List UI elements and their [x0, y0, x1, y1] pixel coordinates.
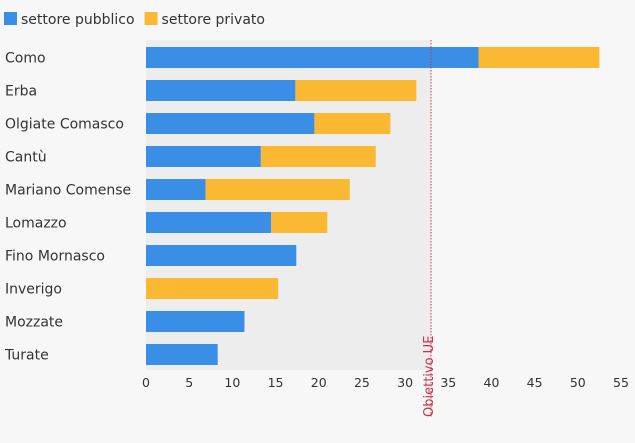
x-tick-label: 15	[268, 375, 284, 390]
category-label: Cantù	[5, 150, 47, 166]
bar-privato[interactable]	[314, 113, 391, 134]
x-tick-label: 5	[185, 375, 193, 390]
x-tick-label: 20	[311, 375, 327, 390]
bar-privato[interactable]	[271, 212, 328, 233]
bar-privato[interactable]	[205, 179, 350, 200]
target-line-label: Obiettivo UE	[422, 336, 437, 417]
legend-swatch-pubblico	[4, 12, 17, 25]
category-label: Lomazzo	[5, 216, 67, 232]
x-tick-label: 45	[527, 375, 543, 390]
bar-pubblico[interactable]	[146, 179, 206, 200]
bar-pubblico[interactable]	[146, 146, 261, 167]
bar-privato[interactable]	[260, 146, 376, 167]
legend-label-privato[interactable]: settore privato	[162, 12, 265, 28]
bar-pubblico[interactable]	[146, 245, 297, 266]
x-tick-label: 35	[440, 375, 456, 390]
category-label: Mariano Comense	[5, 183, 131, 199]
bar-pubblico[interactable]	[146, 80, 296, 101]
bar-privato[interactable]	[478, 47, 600, 68]
category-label: Fino Mornasco	[5, 249, 105, 265]
category-label: Erba	[5, 84, 37, 100]
bar-privato[interactable]	[295, 80, 417, 101]
x-tick-label: 25	[354, 375, 370, 390]
x-tick-label: 55	[613, 375, 629, 390]
category-label: Inverigo	[5, 282, 62, 298]
x-tick-label: 40	[484, 375, 500, 390]
category-label: Mozzate	[5, 315, 63, 331]
bar-pubblico[interactable]	[146, 344, 218, 365]
category-label: Olgiate Comasco	[5, 117, 124, 133]
x-tick-label: 10	[224, 375, 240, 390]
x-tick-label: 0	[142, 375, 150, 390]
x-tick-label: 30	[397, 375, 413, 390]
bar-pubblico[interactable]	[146, 113, 315, 134]
category-label: Como	[5, 51, 46, 67]
x-tick-label: 50	[570, 375, 586, 390]
category-label: Turate	[4, 348, 49, 364]
bar-privato[interactable]	[146, 278, 279, 299]
bar-pubblico[interactable]	[146, 212, 272, 233]
legend-swatch-privato	[144, 12, 158, 25]
bar-pubblico[interactable]	[146, 47, 479, 68]
legend-label-pubblico[interactable]: settore pubblico	[21, 12, 135, 28]
bar-pubblico[interactable]	[146, 311, 245, 332]
